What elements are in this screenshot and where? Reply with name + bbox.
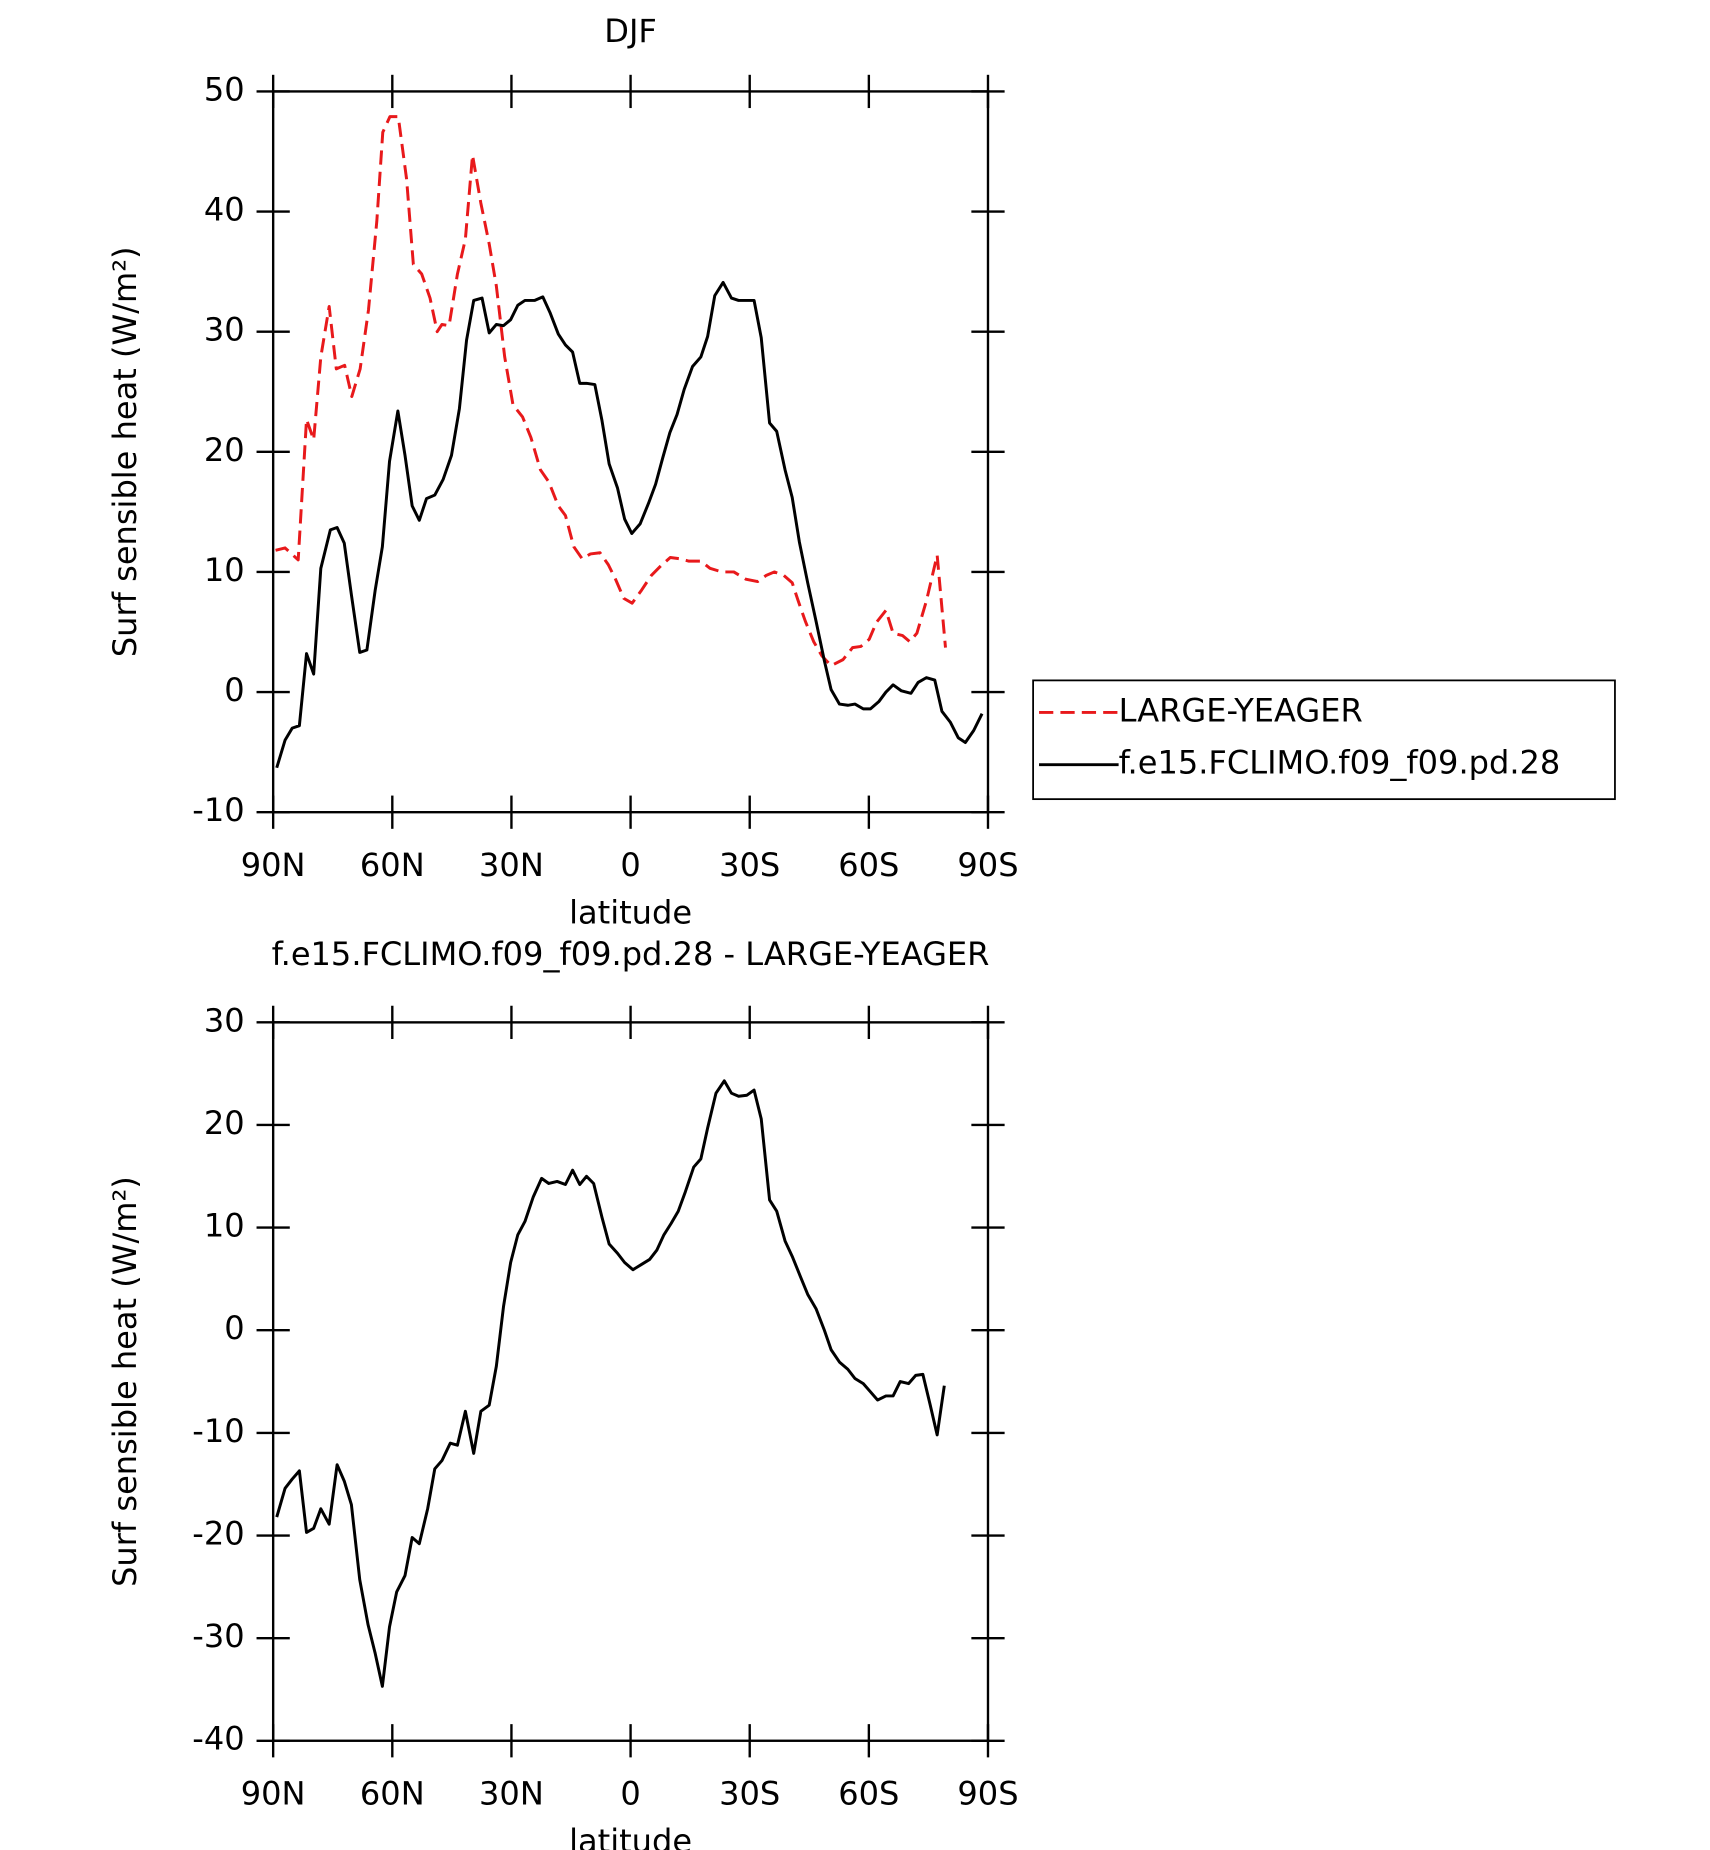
x-tick-label: 30N <box>479 846 544 884</box>
x-tick-label: 60N <box>360 846 425 884</box>
chart-title: DJF <box>604 12 657 50</box>
y-tick-label: 30 <box>204 311 245 349</box>
x-tick-label: 60S <box>838 846 899 884</box>
y-tick-label: 20 <box>204 431 245 469</box>
x-tick-label: 60N <box>360 1774 425 1812</box>
legend-box <box>1032 679 1616 801</box>
y-tick-label: 10 <box>204 551 245 589</box>
y-tick-label: 30 <box>204 1001 245 1039</box>
y-tick-label: 20 <box>204 1104 245 1142</box>
y-tick-label: -10 <box>192 791 244 829</box>
x-axis-label: latitude <box>569 1822 692 1850</box>
x-axis-label: latitude <box>569 893 692 931</box>
y-tick-label: 0 <box>224 1309 244 1347</box>
x-tick-label: 30N <box>479 1774 544 1812</box>
series-line <box>275 280 984 769</box>
y-tick-label: -20 <box>192 1515 244 1553</box>
y-tick-label: -30 <box>192 1617 244 1655</box>
y-tick-label: 50 <box>204 70 245 108</box>
x-tick-label: 0 <box>620 1774 640 1812</box>
x-tick-label: 60S <box>838 1774 899 1812</box>
y-tick-label: 0 <box>224 671 244 709</box>
y-tick-label: 40 <box>204 191 245 229</box>
plot-frame <box>271 90 990 814</box>
x-tick-label: 30S <box>719 846 780 884</box>
plot-frame <box>271 1021 990 1742</box>
legend-label: LARGE-YEAGER <box>1119 691 1363 729</box>
y-tick-label: 10 <box>204 1207 245 1245</box>
y-axis-label: Surf sensible heat (W/m²) <box>106 1176 144 1587</box>
x-tick-label: 90N <box>241 1774 306 1812</box>
series-line <box>275 1079 946 1688</box>
y-axis-label: Surf sensible heat (W/m²) <box>106 246 144 657</box>
x-tick-label: 30S <box>719 1774 780 1812</box>
x-tick-label: 0 <box>620 846 640 884</box>
x-tick-label: 90S <box>957 846 1018 884</box>
x-tick-label: 90N <box>241 846 306 884</box>
legend-label: f.e15.FCLIMO.f09_f09.pd.28 <box>1119 744 1561 782</box>
chart-title: f.e15.FCLIMO.f09_f09.pd.28 - LARGE-YEAGE… <box>272 935 990 973</box>
y-tick-label: -10 <box>192 1412 244 1450</box>
y-tick-label: -40 <box>192 1720 244 1758</box>
series-line <box>275 115 947 668</box>
x-tick-label: 90S <box>957 1774 1018 1812</box>
